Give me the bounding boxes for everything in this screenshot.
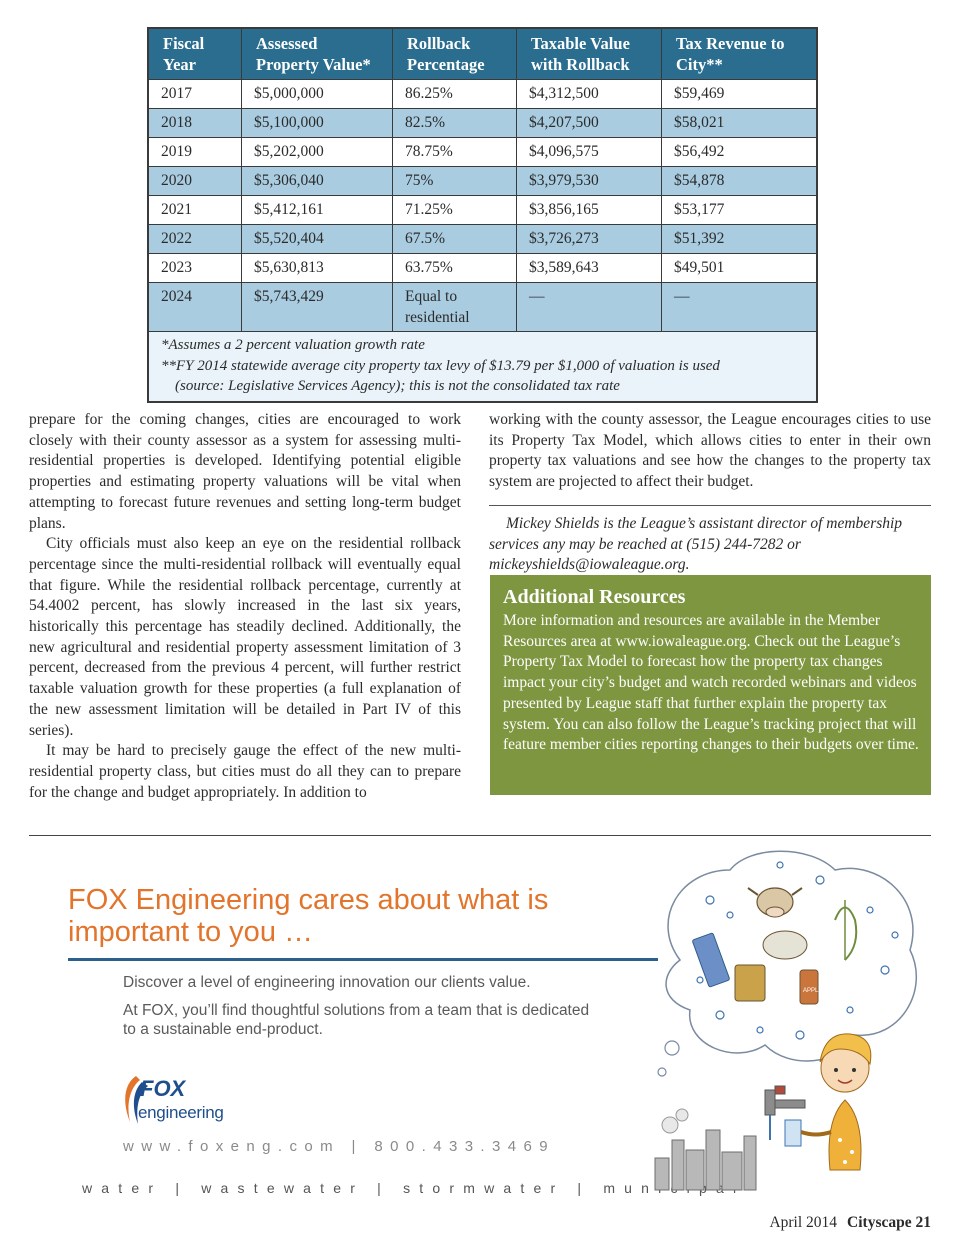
cell: Equal to residential	[392, 282, 517, 332]
header-fiscal-year: Fiscal Year	[147, 27, 242, 80]
table-notes: *Assumes a 2 percent valuation growth ra…	[147, 331, 818, 402]
cell: $4,096,575	[516, 137, 662, 167]
additional-resources-box: Additional Resources More information an…	[490, 575, 931, 795]
fox-logo-sub: engineering	[138, 1103, 224, 1122]
ad-description: At FOX, you’ll find thoughtful solutions…	[123, 1002, 590, 1038]
table-row: 2020 $5,306,040 75% $3,979,530 $54,878	[147, 166, 818, 196]
table-row: 2017 $5,000,000 86.25% $4,312,500 $59,46…	[147, 79, 818, 109]
author-byline: Mickey Shields is the League’s assistant…	[489, 515, 903, 574]
magazine-page: Cityscape 21	[847, 1214, 931, 1231]
cell: $4,207,500	[516, 108, 662, 138]
article-paragraph: City officials must also keep an eye on …	[29, 535, 461, 739]
cell: 71.25%	[392, 195, 517, 225]
cell: 2017	[147, 79, 242, 109]
cell: $49,501	[661, 253, 818, 283]
fox-logo-name: FOX	[140, 1076, 186, 1101]
cell: $5,412,161	[241, 195, 393, 225]
table-row: 2022 $5,520,404 67.5% $3,726,273 $51,392	[147, 224, 818, 254]
table-row: 2023 $5,630,813 63.75% $3,589,643 $49,50…	[147, 253, 818, 283]
fox-logo: FOX engineering	[118, 1072, 258, 1132]
cell: $4,312,500	[516, 79, 662, 109]
table-header-row: Fiscal Year Assessed Property Value* Rol…	[147, 27, 818, 80]
cell: 86.25%	[392, 79, 517, 109]
cell: —	[516, 282, 662, 332]
cell: 2023	[147, 253, 242, 283]
divider	[489, 505, 931, 506]
table-notes-row: *Assumes a 2 percent valuation growth ra…	[147, 331, 818, 402]
ad-illustration: APPLE	[654, 850, 918, 1191]
cell: $5,202,000	[241, 137, 393, 167]
header-rollback-pct: Rollback Percentage	[392, 27, 517, 80]
cell: 75%	[392, 166, 517, 196]
cell: $5,743,429	[241, 282, 393, 332]
header-assessed-value: Assessed Property Value*	[241, 27, 393, 80]
cell: $51,392	[661, 224, 818, 254]
cell: 63.75%	[392, 253, 517, 283]
cell: $3,726,273	[516, 224, 662, 254]
cell: 78.75%	[392, 137, 517, 167]
ad-rule	[68, 958, 658, 961]
note-source: (source: Legislative Services Agency); t…	[175, 378, 620, 394]
table-row: 2024 $5,743,429 Equal to residential — —	[147, 282, 818, 332]
resources-title: Additional Resources	[503, 586, 686, 608]
page-footer: April 2014 Cityscape 21	[769, 1214, 931, 1232]
cell: $3,589,643	[516, 253, 662, 283]
cell: —	[661, 282, 818, 332]
note-growth-rate: *Assumes a 2 percent valuation growth ra…	[161, 337, 425, 353]
article-left-column: prepare for the coming changes, cities a…	[29, 410, 461, 803]
illustration-label: APPLE	[803, 988, 822, 994]
cell: $53,177	[661, 195, 818, 225]
cell: $3,856,165	[516, 195, 662, 225]
cell: 2022	[147, 224, 242, 254]
cell: 82.5%	[392, 108, 517, 138]
resources-text: More information and resources are avail…	[503, 612, 919, 754]
cell: 2019	[147, 137, 242, 167]
table-row: 2019 $5,202,000 78.75% $4,096,575 $56,49…	[147, 137, 818, 167]
cell: $59,469	[661, 79, 818, 109]
table-row: 2021 $5,412,161 71.25% $3,856,165 $53,17…	[147, 195, 818, 225]
ad-headline-line: important to you …	[68, 916, 313, 948]
cell: $54,878	[661, 166, 818, 196]
cell: 2024	[147, 282, 242, 332]
cell: $5,000,000	[241, 79, 393, 109]
rollback-table: Fiscal Year Assessed Property Value* Rol…	[147, 27, 818, 403]
cell: 2018	[147, 108, 242, 138]
cell: $56,492	[661, 137, 818, 167]
ad-contact: www.foxeng.com | 800.433.3469	[123, 1138, 555, 1155]
fox-swoosh-icon	[125, 1076, 148, 1124]
article-paragraph: It may be hard to precisely gauge the ef…	[29, 742, 461, 801]
cell: 2020	[147, 166, 242, 196]
ad-tagline: Discover a level of engineering innovati…	[123, 974, 531, 991]
cell: $58,021	[661, 108, 818, 138]
article-right-column: working with the county assessor, the Le…	[489, 410, 931, 493]
ad-headline-line: FOX Engineering cares about what is	[68, 884, 549, 916]
cell: 67.5%	[392, 224, 517, 254]
ad-headline: FOX Engineering cares about what is impo…	[68, 884, 668, 948]
cell: $5,306,040	[241, 166, 393, 196]
cell: 2021	[147, 195, 242, 225]
ad-services: water | wastewater | stormwater | munici…	[82, 1180, 746, 1196]
divider	[29, 835, 931, 836]
header-taxable-value: Taxable Value with Rollback	[516, 27, 662, 80]
table-row: 2018 $5,100,000 82.5% $4,207,500 $58,021	[147, 108, 818, 138]
article-paragraph: working with the county assessor, the Le…	[489, 411, 931, 491]
cell: $5,630,813	[241, 253, 393, 283]
article-paragraph: prepare for the coming changes, cities a…	[29, 411, 461, 532]
cell: $3,979,530	[516, 166, 662, 196]
cell: $5,100,000	[241, 108, 393, 138]
cell: $5,520,404	[241, 224, 393, 254]
header-tax-revenue: Tax Revenue to City**	[661, 27, 818, 80]
issue-date: April 2014	[769, 1214, 838, 1231]
note-levy: **FY 2014 statewide average city propert…	[161, 357, 720, 374]
